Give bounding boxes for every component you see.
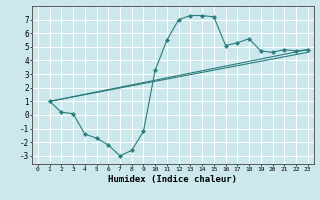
X-axis label: Humidex (Indice chaleur): Humidex (Indice chaleur) [108, 175, 237, 184]
